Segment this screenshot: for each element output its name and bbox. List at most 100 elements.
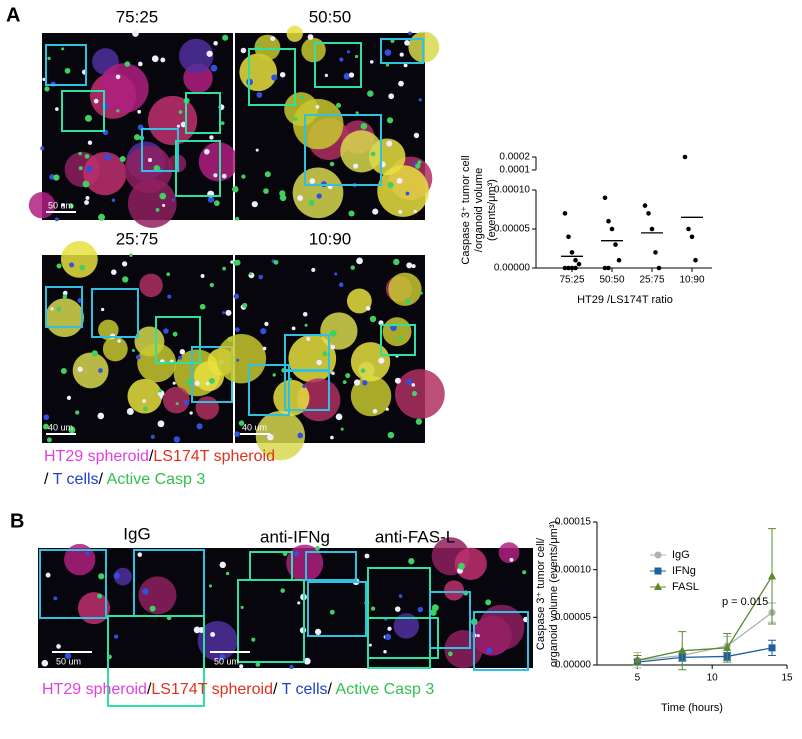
cell	[85, 551, 90, 556]
organoid	[382, 317, 412, 347]
cell	[189, 411, 193, 415]
cell	[157, 420, 165, 428]
panel-label: A	[6, 4, 20, 26]
cell	[126, 408, 134, 415]
organoid	[346, 288, 372, 314]
casp	[143, 406, 148, 412]
y-tick-label: 0.0001	[499, 165, 530, 176]
y-axis-label: Caspase 3⁺ tumor cell/	[535, 537, 547, 650]
cell	[316, 193, 322, 199]
cell	[45, 572, 51, 578]
casp	[56, 306, 62, 312]
casp	[340, 427, 344, 431]
cell	[160, 57, 166, 63]
annotation: p = 0.015	[722, 596, 768, 608]
casp	[522, 570, 527, 575]
organoid	[358, 361, 375, 379]
cell	[364, 553, 370, 559]
marker	[678, 646, 687, 654]
marker	[633, 655, 642, 664]
cell	[213, 41, 218, 46]
marker	[654, 582, 662, 590]
cell	[97, 412, 105, 420]
cell	[142, 588, 149, 595]
roi-box	[473, 611, 529, 671]
x-tick-label: 25:75	[639, 275, 664, 286]
cell	[302, 384, 306, 389]
dot	[569, 265, 575, 271]
cell	[210, 631, 216, 637]
cell	[236, 358, 240, 362]
cell	[239, 664, 244, 669]
scale-bar-label: 50 um	[56, 656, 81, 666]
dot	[656, 265, 662, 271]
cell	[372, 408, 378, 414]
image-title: 10:90	[309, 229, 352, 248]
dot	[566, 265, 571, 271]
x-axis-label: Time (hours)	[661, 702, 723, 714]
casp	[208, 584, 213, 588]
cell	[394, 377, 401, 384]
cell	[368, 643, 372, 647]
cell	[271, 74, 278, 81]
casp	[387, 431, 395, 439]
casp	[251, 637, 256, 642]
casp	[408, 558, 415, 565]
y-axis-label: organoid volume (events/μm³)	[548, 521, 560, 667]
dot	[562, 265, 568, 271]
cell	[113, 572, 120, 579]
cell	[219, 654, 225, 660]
cell	[384, 633, 392, 640]
cell	[406, 378, 413, 385]
organoid	[443, 580, 465, 601]
cell	[150, 434, 155, 439]
panel-label: B	[10, 510, 24, 532]
scale-bar-label: 50 um	[214, 656, 239, 666]
dot	[562, 211, 568, 216]
roi-box	[185, 92, 221, 134]
casp	[355, 111, 359, 115]
casp	[342, 380, 347, 385]
casp	[232, 186, 239, 193]
image-title: 75:25	[116, 7, 159, 26]
series-line	[637, 612, 773, 661]
cell	[356, 257, 363, 265]
casp	[248, 272, 253, 276]
cell	[180, 121, 187, 128]
cell	[302, 311, 308, 317]
cell	[388, 93, 395, 100]
casp	[124, 61, 131, 67]
marker	[768, 644, 776, 652]
cell	[303, 657, 311, 665]
dot	[646, 211, 651, 216]
cell	[173, 436, 181, 443]
image-title: IgG	[123, 524, 150, 543]
casp	[264, 171, 271, 178]
casp	[62, 294, 68, 299]
roi-box	[91, 288, 139, 338]
y-axis-label: /organoid volume	[473, 168, 485, 252]
scale-bar-label: 40 um	[48, 422, 73, 432]
organoid	[139, 273, 163, 298]
cell	[289, 664, 294, 669]
roi-box	[380, 324, 416, 356]
cell	[225, 309, 232, 316]
casp	[119, 155, 126, 163]
scale-bar-label: 50 um	[48, 200, 73, 210]
casp	[448, 651, 453, 657]
cell	[309, 178, 316, 184]
scale-bar-label: 40 um	[242, 422, 267, 432]
cell	[87, 140, 93, 145]
casp	[98, 573, 105, 580]
dot	[616, 257, 622, 263]
cell	[84, 200, 89, 205]
organoid	[114, 567, 132, 586]
roi-box	[367, 617, 439, 659]
casp	[222, 266, 227, 271]
organoid	[60, 240, 98, 278]
casp	[159, 192, 167, 200]
cell	[339, 57, 344, 62]
y-tick-label: 0.00010	[555, 564, 592, 575]
casp	[79, 264, 86, 271]
